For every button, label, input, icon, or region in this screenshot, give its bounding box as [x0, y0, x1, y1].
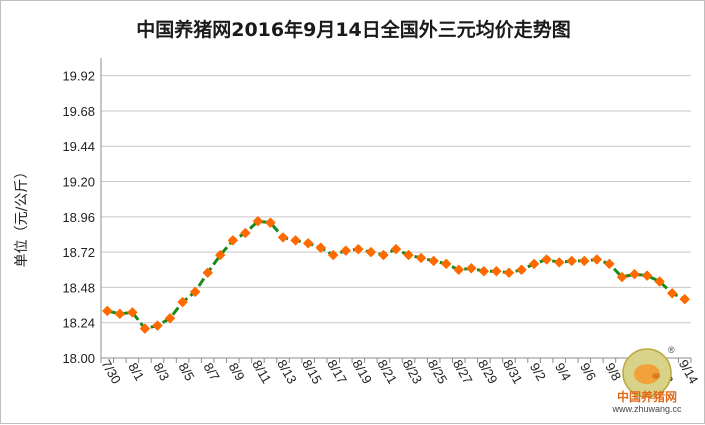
data-point-marker — [415, 252, 427, 264]
x-tick-label: 8/27 — [450, 357, 476, 386]
x-tick-label: 8/9 — [226, 360, 248, 383]
data-point-marker — [428, 255, 440, 267]
y-tick-label: 18.48 — [62, 280, 95, 295]
x-tick-label: 9/4 — [552, 360, 574, 383]
data-point-marker — [378, 249, 389, 261]
data-point-marker — [503, 267, 515, 279]
x-tick-label: 8/21 — [375, 357, 401, 386]
data-point-marker — [327, 249, 339, 261]
data-point-marker — [352, 243, 364, 255]
data-point-marker — [604, 258, 615, 270]
series-line — [106, 219, 686, 331]
logo-name: 中国养猪网 — [617, 389, 677, 404]
y-tick-label: 19.92 — [62, 69, 95, 84]
x-tick-label: 9/14 — [676, 357, 702, 386]
x-tick-label: 8/5 — [175, 360, 197, 383]
data-point-marker — [114, 308, 126, 320]
registered-mark: ® — [668, 345, 675, 355]
y-tick-label: 19.44 — [62, 139, 95, 154]
x-tick-label: 8/23 — [400, 357, 426, 386]
data-point-marker — [152, 320, 163, 332]
x-tick-label: 8/31 — [500, 357, 526, 386]
data-point-marker — [516, 264, 527, 276]
y-axis-label: 单位（元/公斤） — [14, 165, 30, 268]
x-tick-label: 9/6 — [577, 360, 599, 383]
grid-lines — [101, 75, 691, 359]
data-point-marker — [302, 237, 314, 249]
y-tick-label: 19.68 — [62, 104, 95, 119]
data-point-marker — [214, 249, 226, 261]
x-tick-label: 9/8 — [602, 360, 624, 383]
y-tick-label: 19.20 — [62, 175, 95, 190]
data-point-marker — [654, 276, 665, 287]
data-point-marker — [240, 227, 251, 239]
data-point-marker — [202, 267, 214, 279]
data-point-marker — [566, 255, 578, 267]
data-point-marker — [315, 242, 327, 254]
data-point-marker — [465, 262, 477, 274]
data-point-marker — [591, 254, 603, 265]
y-tick-label: 18.72 — [62, 245, 95, 260]
y-tick-labels: 18.00 18.24 18.48 18.72 18.96 19.20 19.44 19.68… — [62, 69, 95, 366]
x-tick-label: 8/15 — [299, 357, 325, 386]
data-point-marker — [101, 305, 113, 317]
data-point-marker — [277, 232, 289, 243]
data-point-marker — [666, 287, 678, 299]
data-point-marker — [127, 307, 138, 318]
data-point-marker — [177, 296, 188, 308]
price-line — [106, 219, 686, 331]
data-point-marker — [390, 243, 402, 255]
data-point-marker — [252, 215, 264, 227]
x-tick-label: 8/7 — [201, 360, 223, 383]
data-point-marker — [491, 265, 502, 277]
data-point-marker — [553, 257, 565, 268]
data-point-marker — [528, 258, 540, 270]
x-tick-label: 7/30 — [98, 357, 124, 386]
data-point-marker — [641, 270, 653, 282]
data-point-marker — [365, 246, 377, 258]
x-tick-label: 8/17 — [324, 357, 350, 386]
x-tick-label: 9/2 — [527, 360, 549, 383]
data-point-marker — [403, 249, 414, 261]
y-tick-label: 18.96 — [62, 210, 95, 225]
y-tick-label: 18.00 — [62, 351, 95, 366]
x-tick-label: 8/25 — [425, 357, 451, 386]
series-markers — [101, 215, 691, 334]
data-point-marker — [578, 255, 590, 267]
x-tick-label: 8/11 — [249, 357, 274, 386]
data-point-marker — [440, 258, 452, 270]
data-point-marker — [478, 265, 490, 277]
axes — [100, 58, 692, 363]
pig-icon — [634, 364, 660, 384]
x-tick-labels: 7/30 8/1 8/3 8/5 8/7 8/9 8/11 8/13 8/15 8/17 8/19 8… — [98, 357, 701, 386]
data-point-marker — [541, 254, 552, 265]
x-tick-label: 8/19 — [349, 357, 375, 386]
y-tick-label: 18.24 — [62, 316, 95, 331]
data-point-marker — [340, 245, 352, 257]
x-tick-label: 8/3 — [150, 360, 172, 383]
data-point-marker — [616, 271, 628, 283]
zhuwang-logo: ® 中国养猪网 www.zhuwang.cc — [611, 345, 682, 414]
x-tick-label: 8/29 — [475, 357, 501, 386]
data-point-marker — [629, 268, 640, 280]
data-point-marker — [227, 234, 239, 246]
data-point-marker — [164, 312, 176, 324]
data-point-marker — [189, 286, 201, 298]
chart-title: 中国养猪网2016年9月14日全国外三元均价走势图 — [136, 19, 571, 41]
data-point-marker — [265, 217, 276, 229]
logo-url: www.zhuwang.cc — [611, 404, 682, 414]
data-point-marker — [290, 234, 301, 246]
x-tick-label: 8/1 — [125, 360, 147, 383]
x-tick-label: 8/13 — [274, 357, 300, 386]
data-point-marker — [139, 323, 151, 334]
data-point-marker — [453, 264, 465, 276]
data-point-marker — [679, 293, 691, 305]
